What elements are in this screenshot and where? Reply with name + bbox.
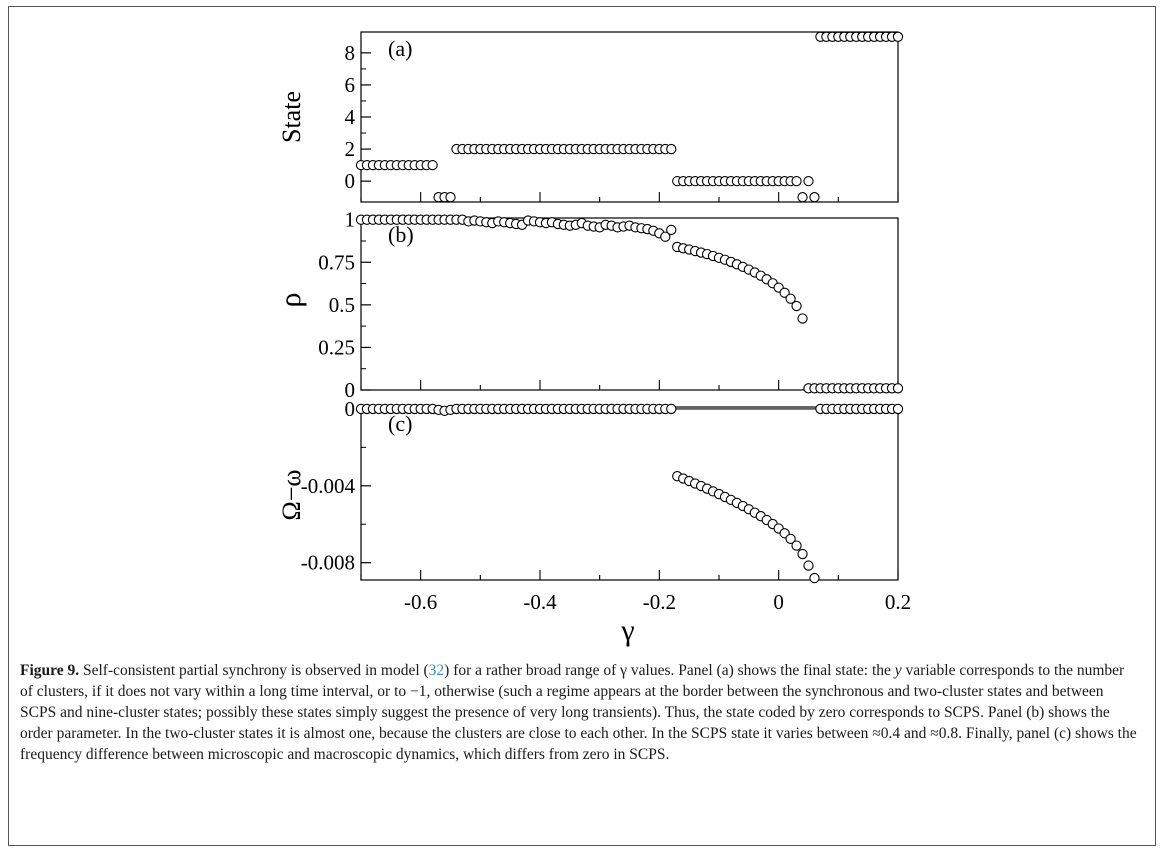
y-tick-label: 0: [345, 169, 356, 193]
data-point: [892, 31, 904, 42]
data-point: [809, 192, 820, 203]
panel-frame: [360, 217, 899, 391]
caption-text-2: ) for a rather broad range of γ values. …: [444, 662, 895, 679]
panel-label: (a): [388, 36, 412, 61]
x-tick-label: 0.2: [885, 590, 911, 614]
y-tick-label: -0.008: [301, 551, 355, 575]
panel-0-group: 0 2 4 6 8 (a) State: [277, 31, 904, 203]
figure-frame: [8, 6, 1156, 846]
data-point: [785, 293, 796, 304]
data-point: [660, 231, 671, 242]
y-tick-label: 4: [345, 105, 356, 129]
y-tick-label: 0: [345, 378, 356, 402]
data-point: [892, 383, 904, 394]
data-point: [427, 159, 438, 171]
y-axis-label: Ω−ω: [277, 469, 306, 520]
data-point: [797, 548, 808, 560]
y-tick-label: 0.5: [329, 293, 355, 317]
data-point: [445, 192, 456, 203]
data-point: [785, 533, 796, 545]
x-tick-label: 0: [773, 590, 784, 614]
panel-frame: [360, 406, 899, 581]
data-point: [803, 176, 814, 187]
x-tick-label: -0.6: [404, 590, 437, 614]
data-point: [666, 224, 677, 236]
data-point: [797, 192, 808, 203]
panel-label: (b): [388, 222, 414, 247]
y-axis-label: ρ: [274, 293, 307, 308]
y-tick-label: 2: [345, 137, 356, 161]
panel-frame: [360, 31, 899, 203]
data-point: [791, 300, 802, 312]
caption-variable-y: y: [894, 662, 902, 679]
x-tick-label: -0.4: [523, 590, 557, 614]
y-tick-label: 0: [345, 397, 356, 421]
figure-chart: 0 2 4 6 8 (a) State 0 0.25 0.5 0.75 1 (b) ρ 0 -0.004 -0.…: [274, 31, 911, 647]
data-point: [779, 287, 790, 298]
data-point: [791, 540, 802, 551]
y-tick-label: -0.004: [301, 474, 356, 498]
y-tick-label: 0.25: [318, 335, 355, 359]
panel-1-group: 0 0.25 0.5 0.75 1 (b) ρ: [274, 208, 904, 402]
y-tick-label: 1: [345, 208, 356, 232]
x-axis-label: γ: [620, 614, 634, 647]
data-point: [797, 313, 808, 324]
data-point: [803, 560, 814, 571]
y-tick-label: 0.75: [318, 250, 355, 274]
figure-caption: Figure 9. Self-consistent partial synchr…: [20, 660, 1140, 765]
equation-reference-link[interactable]: 32: [428, 662, 445, 679]
caption-text-3: variable corresponds to the number of cl…: [20, 662, 1137, 763]
panel-2-group: 0 -0.004 -0.008 (c) Ω−ω: [277, 397, 904, 584]
y-tick-label: 8: [345, 41, 356, 65]
caption-label: Figure 9.: [20, 662, 80, 679]
data-point: [666, 403, 677, 415]
panel-label: (c): [388, 411, 412, 436]
y-tick-label: 6: [345, 73, 356, 97]
data-point: [892, 403, 904, 415]
data-point: [666, 143, 677, 155]
x-tick-label: -0.2: [643, 590, 676, 614]
y-axis-label: State: [277, 91, 306, 143]
data-point: [809, 572, 820, 584]
caption-text-1: Self-consistent partial synchrony is obs…: [79, 662, 429, 679]
data-point: [791, 176, 802, 187]
